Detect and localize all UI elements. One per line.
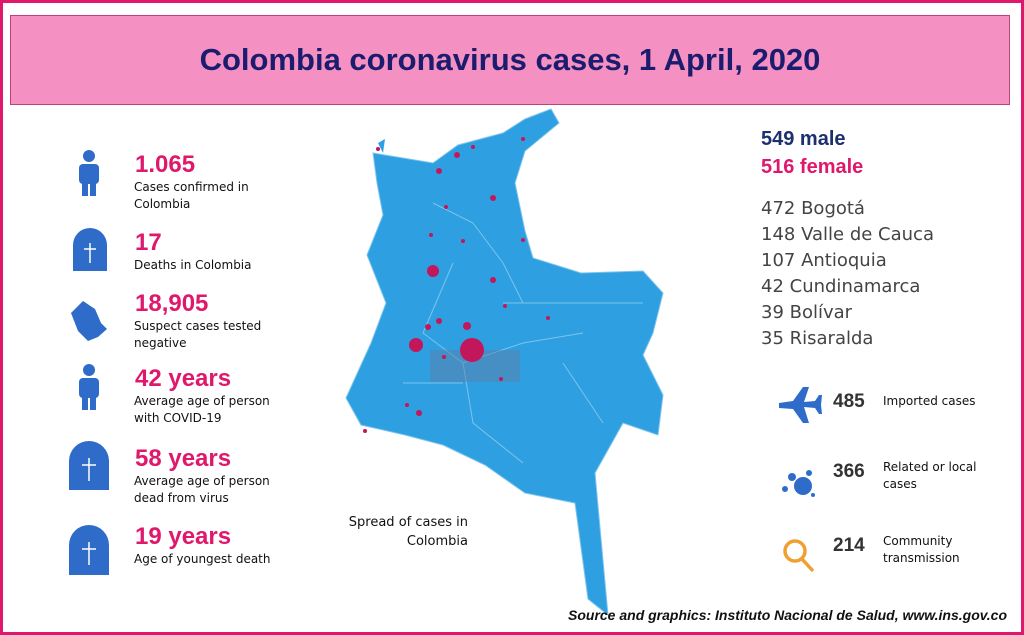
stat-value: 42 years [135,365,232,392]
region-count: 107 Antioquia [761,250,887,271]
map [345,108,664,617]
case-type-number: 366 [833,461,865,482]
region-count: 39 Bolívar [761,302,853,323]
stat-value: 18,905 [135,290,209,317]
case-type-label: Community transmission [883,534,960,565]
stat-label: Cases confirmed in Colombia [134,180,249,211]
source: Source and graphics: Instituto Nacional … [568,607,1007,623]
title-banner: Colombia coronavirus cases, 1 April, 202… [10,15,1010,105]
stat-label: Age of youngest death [134,552,271,566]
graphics [69,108,822,617]
case-type-label: Related or local cases [883,460,977,491]
stat-value: 1.065 [135,151,196,178]
stat-label: Deaths in Colombia [134,258,252,272]
gender-count: 516 female [761,156,864,178]
case-type-label: Imported cases [883,394,976,408]
stat-label: Average age of person dead from virus [134,474,270,505]
case-type-number: 214 [833,535,865,556]
stat-label: Average age of person with COVID-19 [134,394,270,425]
region-count: 472 Bogotá [761,198,865,219]
region-count: 42 Cundinamarca [761,276,921,297]
title: Colombia coronavirus cases, 1 April, 202… [199,42,821,77]
gender-count: 549 male [761,128,846,150]
region-count: 35 Risaralda [761,328,874,349]
stat-label: Suspect cases tested negative [134,319,262,350]
map-caption: Spread of cases in Colombia [348,515,468,549]
case-type-number: 485 [833,391,865,412]
stat-value: 58 years [135,445,232,472]
stat-value: 19 years [135,523,232,550]
region-count: 148 Valle de Cauca [761,224,934,245]
stat-value: 17 [135,229,162,256]
